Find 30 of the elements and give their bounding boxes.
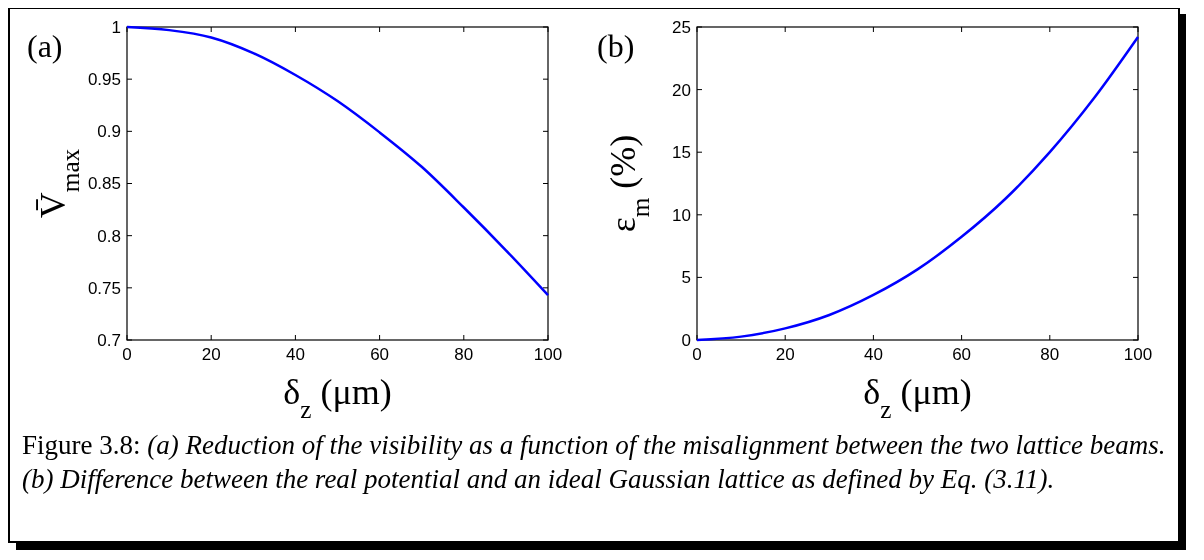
x-tick-label: 20 [201, 345, 221, 364]
x-tick-label: 80 [454, 345, 474, 364]
y-tick-label: 15 [672, 143, 691, 163]
x-tick-label: 80 [1040, 345, 1060, 364]
y-tick-label: 0.75 [87, 278, 121, 298]
x-tick-label: 40 [863, 345, 883, 364]
line-series [695, 35, 1140, 342]
y-tick-label: 0.7 [97, 330, 121, 350]
y-tick-label: 0 [681, 330, 691, 350]
x-tick-label: 20 [775, 345, 795, 364]
y-tick-label: 0.95 [87, 70, 121, 90]
chart-title: (b) [597, 28, 635, 64]
x-tick-label: 60 [370, 345, 390, 364]
y-tick-label: 1 [111, 17, 121, 37]
y-tick-label: 0.85 [87, 174, 121, 194]
caption: Figure 3.8: (a) Reduction of the visibility as a function of the misalignment between the two lattice beams. (b) Difference between the real potential and an ideal Gaussian lattice as defined by Eq. (3.11). [22, 430, 1166, 494]
x-tick-label: 40 [285, 345, 305, 364]
y-tick-label: 10 [672, 205, 691, 225]
x-tick-label: 100 [1123, 345, 1153, 364]
y-tick-label: 0.8 [97, 226, 121, 246]
x-tick-label: 60 [952, 345, 972, 364]
chart-title: (a) [27, 28, 63, 64]
x-tick-label: 100 [533, 345, 563, 364]
x-axis-title: δ$_{z}$ (μm) [863, 372, 972, 423]
y-tick-label: 20 [672, 80, 691, 100]
y-tick-label: 5 [681, 268, 691, 288]
y-tick-label: 0.9 [97, 122, 121, 142]
y-tick-label: 25 [672, 17, 691, 37]
line-series [125, 25, 550, 297]
x-axis-title: δ$_{z}$ (μm) [283, 372, 392, 423]
